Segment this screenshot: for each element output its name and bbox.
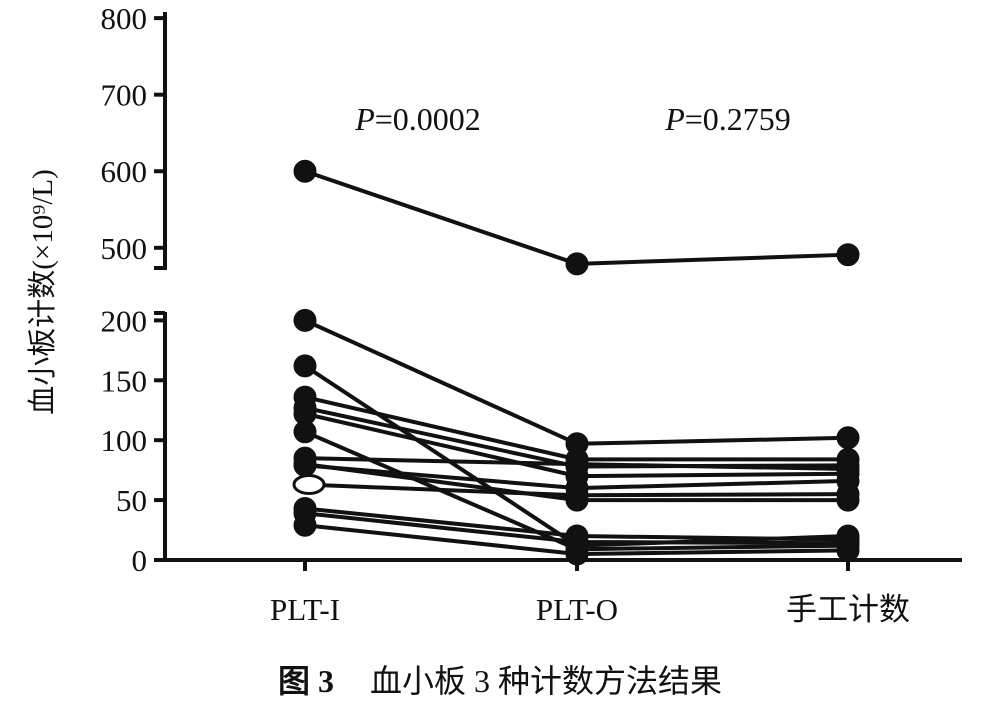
x-tick-label: PLT-O	[536, 592, 618, 627]
data-point-marker	[293, 354, 317, 378]
data-point-marker	[293, 452, 317, 476]
y-axis-label: 血小板计数(×10⁹/L)	[26, 169, 59, 415]
data-point-marker	[565, 483, 589, 507]
y-tick-label: 200	[101, 303, 148, 338]
caption-text: 血小板 3 种计数方法结果	[370, 663, 722, 699]
data-point-marker	[836, 243, 860, 267]
p-value-annotation: P=0.0002	[354, 101, 481, 137]
p-value: =0.2759	[685, 101, 791, 137]
y-tick-label: 700	[101, 78, 148, 113]
series-line	[304, 169, 849, 266]
data-point-marker	[293, 420, 317, 444]
y-tick-label: 100	[101, 423, 148, 458]
data-point-marker	[292, 474, 326, 496]
data-point-marker	[293, 308, 317, 332]
figure-caption: 图 3 血小板 3 种计数方法结果	[278, 663, 722, 699]
x-tick-label: PLT-I	[270, 592, 340, 627]
x-tick-label: 手工计数	[786, 592, 910, 627]
y-tick-label: 150	[101, 363, 148, 398]
y-tick-label: 600	[101, 154, 148, 189]
data-point-marker	[836, 538, 860, 562]
p-value: =0.0002	[375, 101, 481, 137]
p-value-annotation: P=0.2759	[664, 101, 791, 137]
data-point-marker	[565, 252, 589, 276]
y-tick-label: 0	[132, 543, 148, 578]
data-point-marker	[293, 159, 317, 183]
y-tick-label: 800	[101, 1, 148, 36]
p-symbol: P	[664, 101, 685, 137]
data-point-marker	[836, 426, 860, 450]
axes	[154, 12, 962, 571]
series-markers	[292, 159, 860, 566]
data-point-marker	[836, 482, 860, 506]
p-symbol: P	[354, 101, 375, 137]
caption-label: 图 3	[278, 663, 334, 699]
y-tick-label: 500	[101, 231, 148, 266]
data-point-marker	[565, 542, 589, 566]
data-point-marker	[293, 513, 317, 537]
y-tick-label: 50	[116, 483, 147, 518]
data-point-marker	[565, 452, 589, 476]
